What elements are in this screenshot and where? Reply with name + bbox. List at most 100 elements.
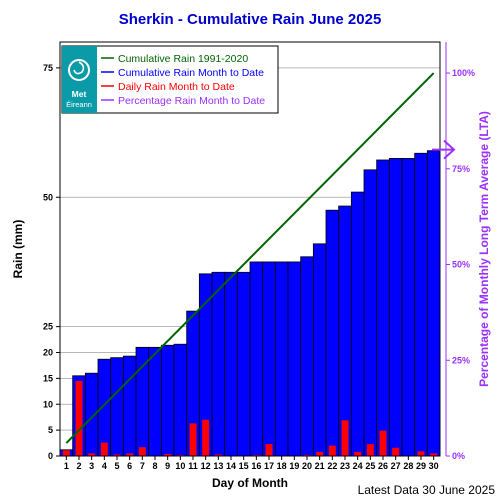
y-tick-label: 0	[48, 451, 53, 461]
x-tick-label: 8	[152, 461, 157, 471]
daily-bar	[88, 453, 96, 456]
cumulative-bar	[426, 150, 441, 457]
cumulative-bar	[84, 372, 99, 457]
daily-bar	[202, 419, 210, 456]
chart-title: Sherkin - Cumulative Rain June 2025	[119, 11, 382, 28]
x-tick-label: 18	[277, 461, 287, 471]
daily-bar	[379, 430, 387, 456]
y-axis-label: Rain (mm)	[11, 220, 25, 279]
cumulative-bar	[401, 158, 416, 457]
legend-label: Daily Rain Month to Date	[118, 81, 235, 93]
x-tick-label: 22	[327, 461, 337, 471]
y-tick-label: 10	[43, 399, 53, 409]
cumulative-bar	[388, 158, 403, 457]
x-tick-label: 26	[378, 461, 388, 471]
daily-bar	[354, 451, 362, 456]
x-tick-label: 14	[226, 461, 236, 471]
daily-bar	[75, 380, 83, 456]
y-axis-ticks: 0 5 10 15 20 25 50 75	[43, 63, 60, 461]
x-tick-label: 4	[102, 461, 107, 471]
daily-bar	[164, 453, 172, 456]
x-tick-label: 15	[239, 461, 249, 471]
logo-swirl-inner-icon	[73, 61, 85, 75]
daily-bar	[328, 445, 336, 456]
cumulative-bar	[350, 191, 365, 457]
daily-bar	[265, 444, 273, 456]
daily-bar	[100, 442, 108, 456]
x-tick-label: 11	[188, 461, 198, 471]
y-tick-label: 50	[43, 192, 53, 202]
daily-bar	[316, 451, 324, 456]
legend-label: Cumulative Rain Month to Date	[118, 67, 264, 79]
logo-text-eireann: Éireann	[66, 100, 92, 109]
lta-line-group	[65, 72, 435, 444]
daily-bar	[392, 447, 400, 456]
daily-bar	[303, 454, 311, 456]
cumulative-bar	[300, 256, 314, 457]
lta-line	[65, 72, 435, 444]
daily-bar	[430, 453, 438, 456]
daily-bar	[62, 450, 70, 456]
x-tick-label: 20	[302, 461, 312, 471]
cumulative-bar	[414, 152, 428, 457]
x-tick-label: 16	[251, 461, 261, 471]
x-tick-label: 29	[416, 461, 426, 471]
y-tick-label: 25	[43, 322, 53, 332]
daily-bar	[113, 454, 121, 456]
cumulative-bar	[211, 271, 226, 457]
x-tick-label: 28	[403, 461, 413, 471]
y2-tick-label: 75%	[452, 164, 470, 174]
logo-text-met: Met	[72, 89, 87, 99]
y2-axis-label: Percentage of Monthly Long Term Average …	[477, 111, 491, 387]
x-tick-label: 3	[89, 461, 94, 471]
daily-bar	[252, 454, 260, 456]
x-tick-label: 25	[365, 461, 375, 471]
logo-swirl-icon	[68, 59, 90, 81]
daily-bar	[417, 451, 425, 456]
x-tick-label: 21	[315, 461, 325, 471]
y-tick-label: 5	[48, 425, 53, 435]
percentage-marker	[432, 139, 456, 160]
y2-tick-label: 0%	[452, 451, 465, 461]
y-tick-label: 15	[43, 373, 53, 383]
x-tick-label: 30	[429, 461, 439, 471]
cumulative-bar	[110, 357, 124, 457]
x-tick-label: 5	[114, 461, 119, 471]
daily-bars	[62, 380, 438, 456]
cumulative-bar	[312, 243, 327, 457]
cumulative-bar	[224, 271, 238, 457]
cumulative-bar	[274, 261, 289, 457]
x-tick-label: 1	[64, 461, 69, 471]
x-tick-label: 24	[353, 461, 363, 471]
daily-bar	[341, 420, 349, 456]
cumulative-bar	[135, 346, 150, 457]
x-tick-label: 12	[201, 461, 211, 471]
x-tick-label: 9	[165, 461, 170, 471]
daily-bar	[126, 453, 134, 456]
met-eireann-logo: Met Éireann	[62, 46, 97, 113]
x-tick-label: 17	[264, 461, 274, 471]
cumulative-bar	[236, 271, 251, 457]
y2-axis-ticks: 0% 25% 50% 75% 100%	[445, 42, 475, 461]
daily-bar	[176, 454, 184, 456]
cumulative-bar	[97, 358, 112, 457]
x-tick-label: 13	[213, 461, 223, 471]
daily-bar	[189, 423, 197, 456]
x-tick-label: 2	[76, 461, 81, 471]
cumulative-bar	[122, 355, 137, 457]
legend-items: Cumulative Rain 1991-2020 Cumulative Rain…	[101, 53, 265, 107]
legend-box	[61, 45, 279, 114]
y-tick-label: 20	[43, 348, 53, 358]
cumulative-bar	[363, 169, 378, 457]
cumulative-bar	[376, 159, 390, 457]
daily-bar	[366, 444, 374, 456]
latest-data-footer: Latest Data 30 June 2025	[358, 483, 496, 497]
cumulative-bar	[325, 209, 340, 457]
legend-label: Cumulative Rain 1991-2020	[118, 53, 248, 65]
daily-bar	[214, 454, 222, 456]
x-axis-label: Day of Month	[212, 476, 288, 490]
y2-tick-label: 25%	[452, 355, 470, 365]
y2-tick-label: 50%	[452, 260, 470, 270]
cumulative-bar	[262, 261, 276, 457]
